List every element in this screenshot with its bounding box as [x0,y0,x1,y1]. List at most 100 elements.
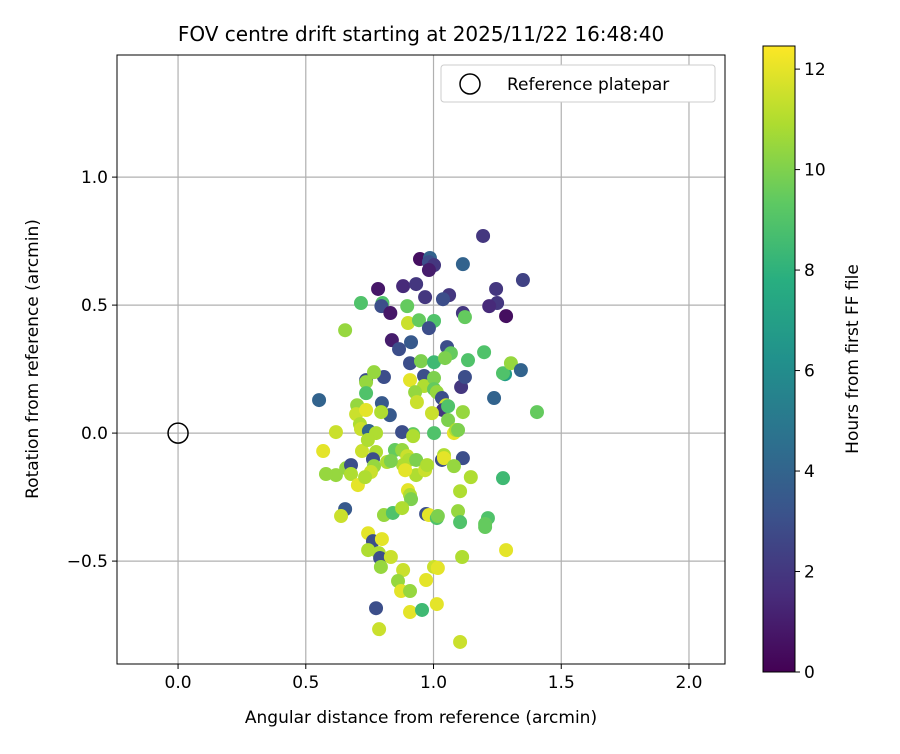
data-point [496,366,511,381]
data-point [455,257,470,272]
colorbar [762,45,796,673]
colorbar-ticks: 0 2 4 6 8 10 12 [795,60,826,683]
data-point [395,501,410,516]
data-point [400,299,415,314]
data-point [353,296,368,311]
x-tick-label: 2.0 [675,673,702,693]
y-axis-ticks: −0.5 0.0 0.5 1.0 [67,168,117,572]
chart-title: FOV centre drift starting at 2025/11/22 … [178,22,664,46]
data-point [361,543,376,558]
data-point [359,375,374,390]
data-point [455,549,470,564]
colorbar-tick-label: 2 [804,563,815,583]
data-point [503,356,518,371]
data-point [414,354,428,369]
data-point [383,306,398,321]
data-point [403,584,418,599]
data-point [374,405,389,420]
data-point [409,452,424,467]
plot-frame [116,54,726,665]
data-point [420,458,435,473]
data-point [359,403,374,418]
y-tick-label: 0.5 [81,296,108,316]
data-point [476,228,491,243]
data-point [366,365,381,380]
data-point [400,316,415,331]
data-point [429,597,444,612]
data-point [421,321,436,336]
x-tick-label: 0.5 [292,673,319,693]
colorbar-tick-label: 12 [804,60,826,80]
data-point [451,504,466,519]
data-point [419,573,434,588]
data-point [489,281,504,296]
data-point [421,263,436,278]
data-point [482,299,497,314]
data-point [316,444,331,459]
data-point [403,373,418,388]
colorbar-label: Hours from first FF file [843,264,863,454]
data-point [358,470,373,485]
data-point [374,532,389,547]
data-point [463,470,478,485]
data-point [441,399,456,414]
legend-label: Reference platepar [507,75,669,95]
data-point [529,405,544,420]
data-point [411,313,426,328]
data-point [396,563,411,578]
data-point [354,444,369,459]
data-point [515,273,530,288]
data-point [477,345,492,360]
data-point [487,391,502,406]
data-point [403,356,418,371]
data-point [453,515,468,530]
x-axis-label: Angular distance from reference (arcmin) [245,708,597,728]
colorbar-tick-label: 10 [804,161,826,181]
data-point [436,451,451,466]
data-point [478,520,493,535]
data-point [427,371,442,386]
data-point [383,454,398,468]
data-point [424,406,439,421]
y-tick-label: −0.5 [67,552,108,572]
colorbar-tick-label: 4 [804,462,815,482]
data-point [513,363,528,378]
data-point [406,429,421,444]
data-point [372,622,387,637]
data-point [455,451,470,466]
data-point [404,492,419,507]
data-point [395,425,410,440]
data-point [453,634,468,649]
x-tick-label: 1.5 [548,673,575,693]
x-tick-label: 1.0 [420,673,447,693]
data-point [409,277,424,292]
data-point [373,559,388,574]
data-point [461,353,476,368]
legend-box [440,64,716,103]
data-point [499,309,514,324]
data-point [344,467,359,482]
data-point [359,386,374,401]
data-point [418,290,433,305]
data-point [457,370,472,385]
data-point [312,393,327,408]
data-point [369,601,384,616]
data-point [446,459,461,474]
data-point [415,602,430,617]
colorbar-tick-label: 6 [804,362,815,382]
data-point [383,549,398,564]
data-point [499,543,514,558]
colorbar-tick-label: 0 [804,663,815,683]
data-point [455,405,470,420]
data-point [396,279,411,294]
y-tick-label: 0.0 [81,424,108,444]
data-point [371,281,386,296]
x-tick-label: 0.0 [165,673,192,693]
scatter-points [312,228,544,649]
data-point [338,323,353,338]
y-axis-label: Rotation from reference (arcmin) [23,219,43,499]
data-point [435,292,450,307]
legend: Reference platepar [440,64,716,103]
data-point [430,561,445,576]
